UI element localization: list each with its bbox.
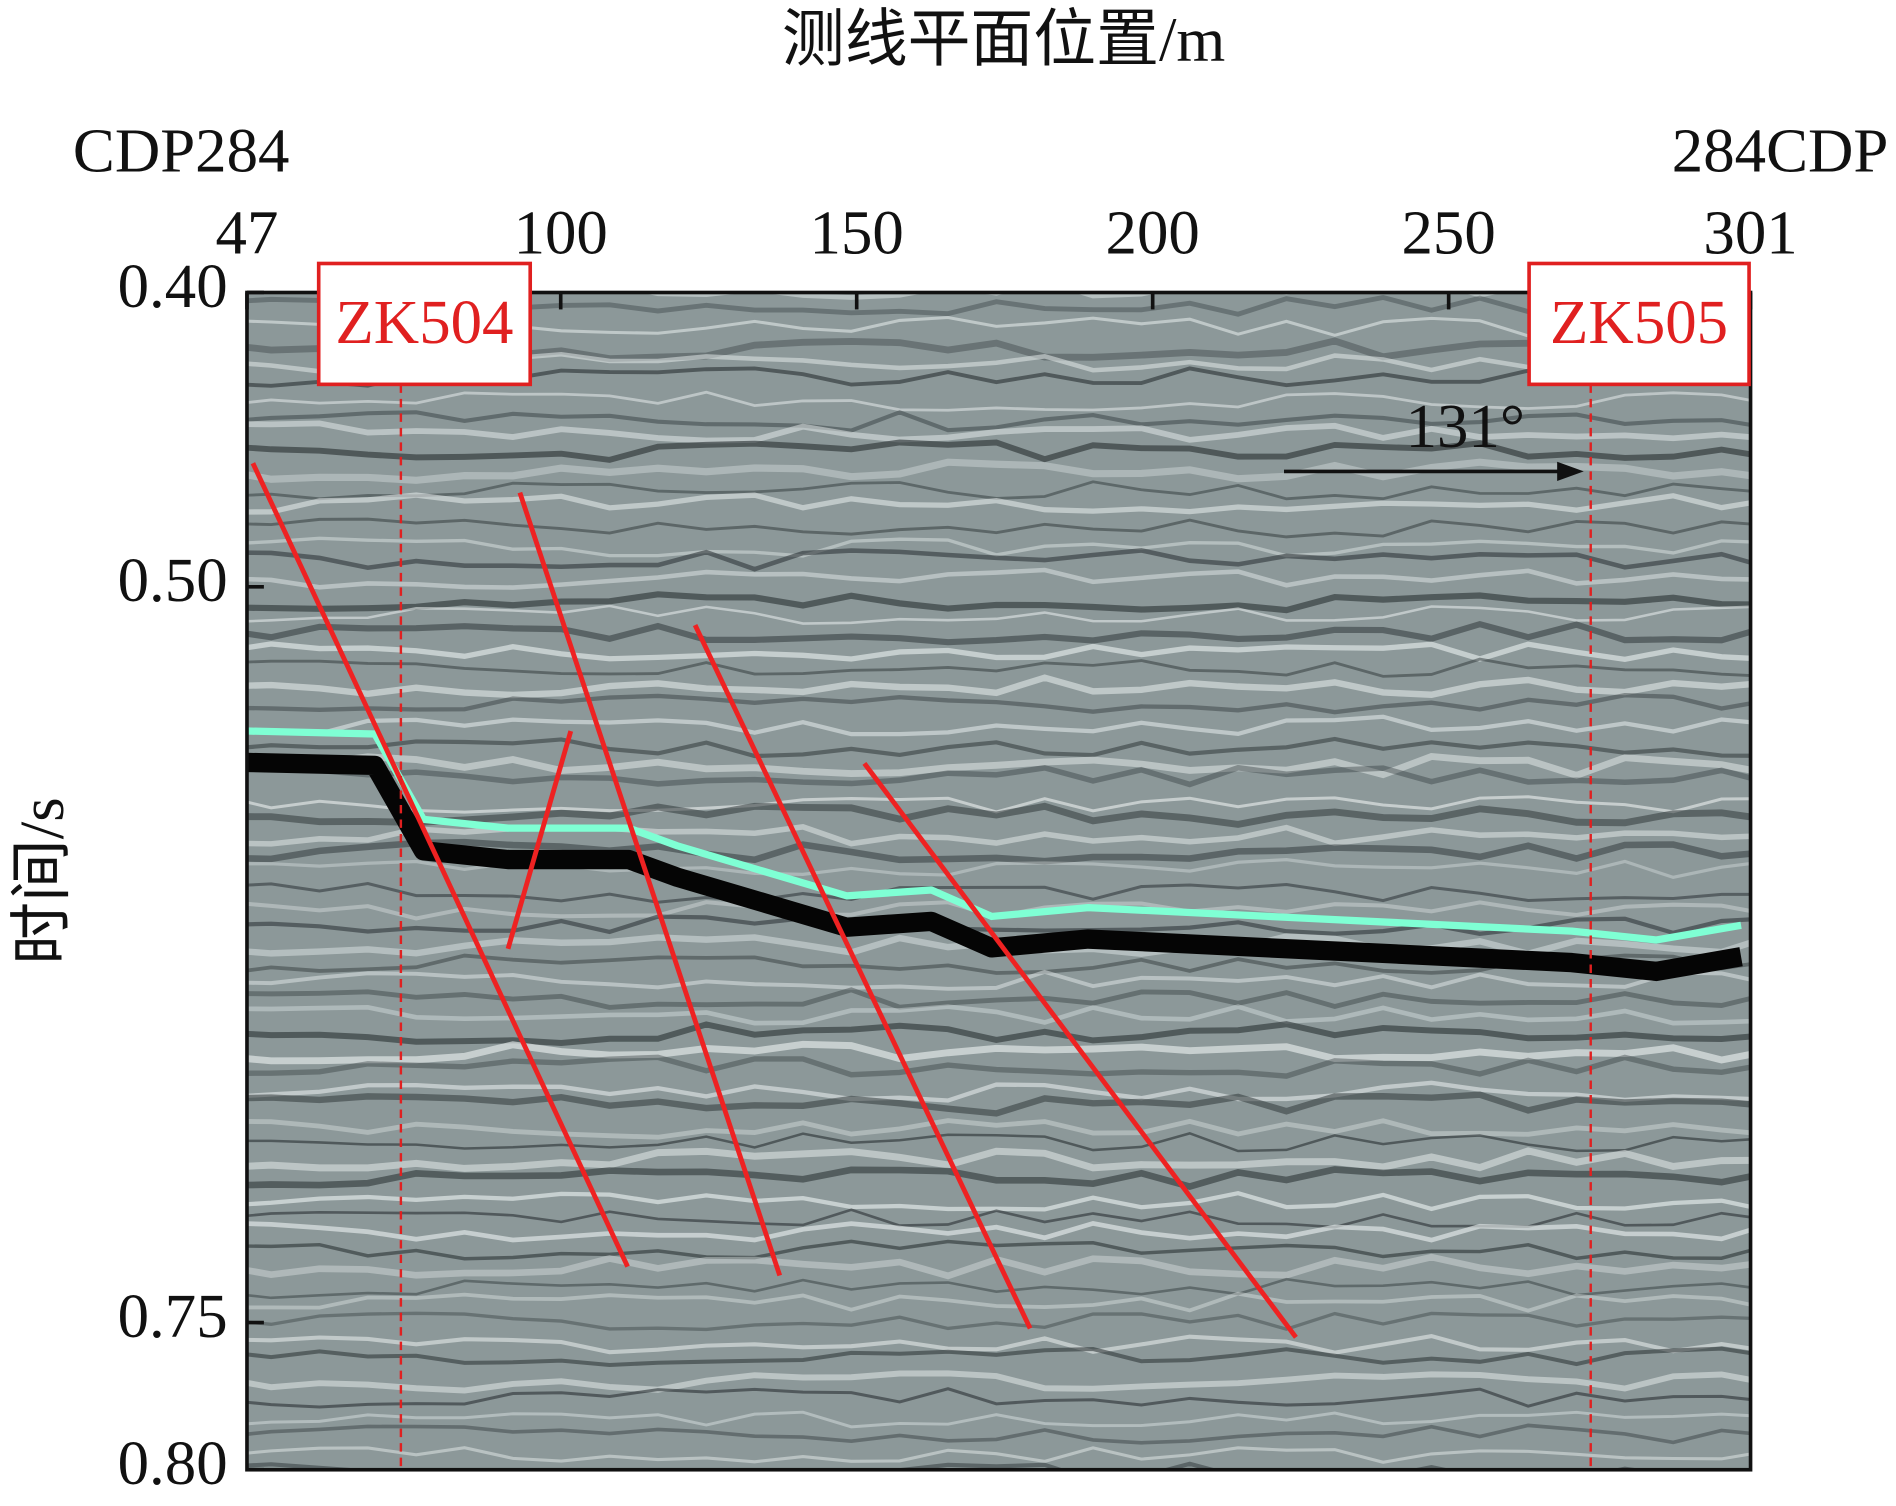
texture-band bbox=[246, 714, 1751, 737]
texture-band bbox=[246, 657, 1751, 678]
texture-band bbox=[246, 390, 1751, 412]
fault bbox=[250, 462, 630, 1268]
texture-band bbox=[246, 536, 1751, 558]
texture-band bbox=[246, 1004, 1751, 1026]
texture-band bbox=[246, 1277, 1751, 1300]
x-tick-label: 150 bbox=[810, 198, 904, 268]
x-tick-label: 301 bbox=[1703, 198, 1797, 268]
texture-band bbox=[246, 458, 1751, 484]
texture-band bbox=[246, 764, 1751, 788]
texture-band bbox=[246, 1147, 1751, 1172]
fault bbox=[505, 730, 574, 950]
texture-band bbox=[246, 802, 1751, 828]
texture-band bbox=[246, 1221, 1751, 1243]
plot-area bbox=[246, 462, 1743, 1339]
x-tick-label: 47 bbox=[216, 198, 279, 268]
y-tick-label: 0.50 bbox=[118, 545, 228, 615]
x-tick-label: 200 bbox=[1106, 198, 1200, 268]
texture-band bbox=[246, 1291, 1751, 1313]
plot-frame bbox=[245, 290, 1753, 1472]
texture-band bbox=[246, 1423, 1751, 1445]
arrow-head bbox=[1557, 461, 1584, 482]
texture-band bbox=[246, 753, 1751, 779]
texture-band bbox=[246, 1054, 1751, 1079]
texture-band bbox=[246, 567, 1751, 590]
texture-band bbox=[246, 517, 1751, 539]
texture-band bbox=[246, 1410, 1751, 1429]
right-label: 284CDP bbox=[1672, 116, 1889, 186]
azimuth-label: 131° bbox=[1406, 391, 1525, 461]
well-label: ZK505 bbox=[1550, 287, 1728, 357]
texture-band bbox=[246, 1080, 1751, 1103]
fault bbox=[517, 491, 783, 1277]
texture-band bbox=[246, 987, 1751, 1010]
texture-band bbox=[246, 1370, 1751, 1394]
texture-band bbox=[246, 410, 1751, 433]
texture-band bbox=[246, 693, 1751, 715]
well-box bbox=[316, 261, 533, 387]
texture-band bbox=[246, 969, 1751, 991]
y-tick-label: 0.40 bbox=[118, 251, 228, 321]
texture-band bbox=[246, 1118, 1751, 1140]
texture-band bbox=[246, 1091, 1751, 1117]
well-box bbox=[1527, 261, 1751, 387]
texture-band bbox=[246, 1387, 1751, 1409]
x-tick-label: 100 bbox=[514, 198, 608, 268]
texture-band bbox=[246, 1333, 1751, 1355]
texture-band bbox=[246, 1311, 1751, 1332]
x-tick-label: 250 bbox=[1402, 198, 1496, 268]
texture-band bbox=[246, 620, 1751, 646]
horizon bbox=[246, 727, 1742, 944]
texture-band bbox=[246, 838, 1751, 865]
texture-band bbox=[246, 1021, 1751, 1046]
fault bbox=[862, 761, 1298, 1339]
texture-band bbox=[246, 1461, 1648, 1470]
texture-band bbox=[246, 591, 1751, 614]
well-label: ZK504 bbox=[335, 287, 513, 357]
texture-band bbox=[246, 1239, 1751, 1261]
texture-band bbox=[246, 1040, 1751, 1065]
texture-band bbox=[246, 1191, 1751, 1212]
texture-band bbox=[246, 604, 1751, 625]
texture-band bbox=[246, 439, 1751, 463]
texture-band bbox=[223, 1477, 1770, 1496]
texture-band bbox=[246, 736, 1751, 759]
texture-band bbox=[246, 548, 1751, 572]
texture-band bbox=[246, 1166, 1751, 1190]
black-reflector bbox=[246, 752, 1743, 982]
fault bbox=[692, 624, 1033, 1330]
axis-title: 测线平面位置/m bbox=[782, 4, 1225, 74]
overlay: 47 100 150 200 250 301 0.40 0.50 0.75 0.80 ZK504 ZK… bbox=[118, 198, 1798, 1498]
texture-band bbox=[246, 1446, 1751, 1464]
left-label: CDP284 bbox=[73, 116, 290, 186]
texture-band bbox=[246, 1346, 1751, 1367]
texture-band bbox=[246, 420, 1751, 444]
y-tick-label: 0.75 bbox=[118, 1281, 228, 1351]
texture-band bbox=[223, 1498, 1770, 1506]
texture-band bbox=[246, 492, 1751, 515]
texture-band bbox=[246, 1132, 1751, 1153]
texture-band bbox=[246, 857, 1751, 880]
texture-band bbox=[246, 674, 1751, 699]
y-tick-label: 0.80 bbox=[118, 1428, 228, 1498]
texture-band bbox=[246, 881, 1751, 904]
texture-band bbox=[246, 641, 1751, 663]
section-background bbox=[246, 292, 1751, 1470]
texture-band bbox=[246, 824, 1751, 847]
y-axis-label: 时间/s bbox=[7, 797, 77, 965]
